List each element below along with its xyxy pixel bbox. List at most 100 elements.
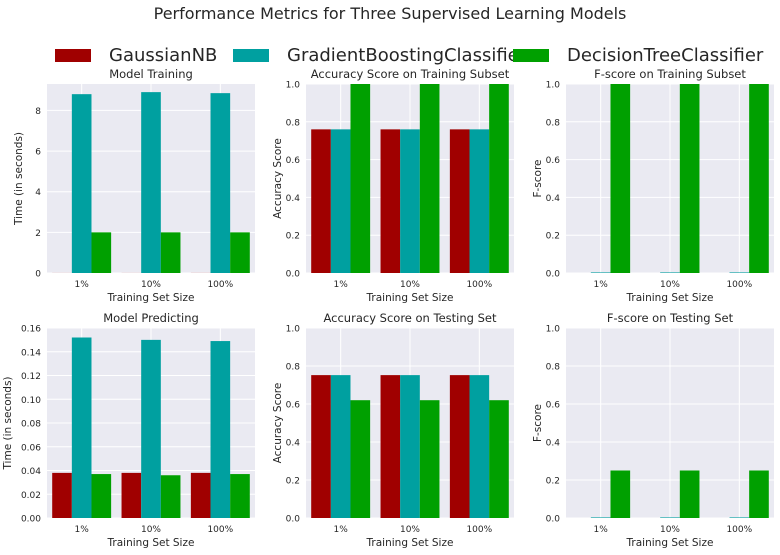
bar-gaussiannb-10 xyxy=(121,472,142,518)
bar-decisiontreeclassifier-1 xyxy=(350,400,371,518)
x-tick-label: 1% xyxy=(594,280,609,290)
y-tick-label: 0.2 xyxy=(286,477,300,487)
x-tick-label: 10% xyxy=(400,280,420,290)
y-tick-label: 2 xyxy=(35,229,41,239)
x-axis-label: Training Set Size xyxy=(366,292,454,304)
bar-gradientboostingclassifier-1 xyxy=(590,517,611,518)
bar-gradientboostingclassifier-10 xyxy=(660,272,680,273)
y-axis-label: Time (in seconds) xyxy=(2,376,14,470)
bar-decisiontreeclassifier-100 xyxy=(489,400,509,518)
x-tick-label: 1% xyxy=(334,280,349,290)
bar-gradientboostingclassifier-1 xyxy=(71,94,92,274)
y-tick-label: 0.0 xyxy=(546,515,561,525)
bar-decisiontreeclassifier-1 xyxy=(91,232,112,273)
bar-gradientboostingclassifier-100 xyxy=(469,375,490,518)
bar-gradientboostingclassifier-1 xyxy=(590,272,611,273)
x-tick-label: 1% xyxy=(594,525,609,535)
x-tick-label: 100% xyxy=(466,525,492,535)
y-tick-label: 0.6 xyxy=(546,156,561,166)
x-tick-label: 10% xyxy=(660,525,680,535)
subplot-title: Accuracy Score on Training Subset xyxy=(311,67,510,81)
y-tick-label: 0.8 xyxy=(286,118,301,128)
y-tick-label: 0.2 xyxy=(546,232,560,242)
x-tick-label: 1% xyxy=(75,525,90,535)
legend-item-gaussiannb: GaussianNB xyxy=(55,40,217,70)
x-tick-label: 100% xyxy=(207,525,233,535)
x-axis-label: Training Set Size xyxy=(366,537,454,549)
y-tick-label: 0.10 xyxy=(21,396,41,406)
bar-gaussiannb-100 xyxy=(449,129,470,273)
y-tick-label: 0.0 xyxy=(286,270,301,280)
x-tick-label: 10% xyxy=(141,280,161,290)
bar-decisiontreeclassifier-100 xyxy=(749,470,769,518)
bar-gradientboostingclassifier-10 xyxy=(141,92,161,274)
y-tick-label: 0.08 xyxy=(21,420,41,430)
y-tick-label: 0.8 xyxy=(286,363,301,373)
y-tick-label: 8 xyxy=(35,107,41,117)
bar-decisiontreeclassifier-10 xyxy=(679,84,700,273)
y-tick-label: 0.4 xyxy=(546,439,561,449)
bar-gradientboostingclassifier-100 xyxy=(729,272,750,273)
y-tick-label: 0.6 xyxy=(546,401,561,411)
y-tick-label: 0.0 xyxy=(286,515,301,525)
x-tick-label: 10% xyxy=(660,280,680,290)
y-tick-label: 0.16 xyxy=(21,325,41,335)
subplot-title: Model Training xyxy=(109,67,193,81)
x-tick-label: 10% xyxy=(141,525,161,535)
y-axis-label: Time (in seconds) xyxy=(13,132,25,226)
bar-gaussiannb-10 xyxy=(380,129,401,273)
y-tick-label: 0.8 xyxy=(546,363,561,373)
figure-title: Performance Metrics for Three Supervised… xyxy=(153,4,627,23)
subplot-model-training: 0 2 4 6 8 1% 10% 100% Model Training Training Set… xyxy=(13,67,255,304)
y-tick-label: 1.0 xyxy=(546,81,561,91)
bar-decisiontreeclassifier-10 xyxy=(160,232,181,273)
y-tick-label: 0.06 xyxy=(21,443,41,453)
subplot-title: Accuracy Score on Testing Set xyxy=(324,311,497,325)
x-tick-label: 1% xyxy=(334,525,349,535)
bar-decisiontreeclassifier-10 xyxy=(419,84,440,273)
subplot-title: F-score on Training Subset xyxy=(594,67,746,81)
y-tick-label: 0.04 xyxy=(21,467,41,477)
legend-swatch-gaussiannb xyxy=(55,48,91,62)
y-tick-label: 1.0 xyxy=(286,81,301,91)
bar-decisiontreeclassifier-1 xyxy=(610,84,631,273)
x-axis-label: Training Set Size xyxy=(107,537,195,549)
y-tick-label: 0.0 xyxy=(546,270,561,280)
y-tick-label: 0.2 xyxy=(286,232,300,242)
y-tick-label: 6 xyxy=(35,148,41,158)
bar-decisiontreeclassifier-100 xyxy=(489,84,509,273)
bar-decisiontreeclassifier-100 xyxy=(230,232,250,273)
y-tick-label: 0.4 xyxy=(546,194,561,204)
bar-decisiontreeclassifier-10 xyxy=(419,400,440,518)
subplot-f-score-on-training-subset: 0.0 0.2 0.4 0.6 0.8 1.0 1% 10% 100% F-score on Tr… xyxy=(532,67,774,304)
bar-gradientboostingclassifier-100 xyxy=(210,341,231,518)
x-axis-label: Training Set Size xyxy=(107,292,195,304)
x-tick-label: 1% xyxy=(75,280,90,290)
y-axis-label: Accuracy Score xyxy=(272,138,284,219)
x-tick-label: 100% xyxy=(466,280,492,290)
legend-label-gradientboosting: GradientBoostingClassifier xyxy=(287,44,527,66)
y-tick-label: 0 xyxy=(35,270,41,280)
y-axis-label: F-score xyxy=(532,404,544,442)
legend-swatch-gradientboosting xyxy=(233,48,269,62)
x-axis-label: Training Set Size xyxy=(626,292,714,304)
bar-gaussiannb-1 xyxy=(311,129,331,273)
y-tick-label: 1.0 xyxy=(286,325,301,335)
legend: GaussianNB GradientBoostingClassifier De… xyxy=(0,40,780,70)
y-tick-label: 0.00 xyxy=(21,515,41,525)
bar-gradientboostingclassifier-1 xyxy=(71,337,92,518)
bar-decisiontreeclassifier-1 xyxy=(610,470,631,518)
bar-gaussiannb-1 xyxy=(311,375,331,518)
x-tick-label: 100% xyxy=(726,280,752,290)
bar-gradientboostingclassifier-10 xyxy=(400,129,420,273)
y-tick-label: 4 xyxy=(35,188,41,198)
subplot-accuracy-score-on-training-subset: 0.0 0.2 0.4 0.6 0.8 1.0 1% 10% 100% Accuracy Scor… xyxy=(272,67,514,304)
subplot-title: F-score on Testing Set xyxy=(607,311,734,325)
bar-gradientboostingclassifier-1 xyxy=(330,375,351,518)
bar-decisiontreeclassifier-10 xyxy=(679,470,700,518)
bar-gaussiannb-1 xyxy=(52,472,72,518)
bar-decisiontreeclassifier-1 xyxy=(91,474,112,518)
bar-gradientboostingclassifier-100 xyxy=(729,517,750,518)
subplot-f-score-on-testing-set: 0.0 0.2 0.4 0.6 0.8 1.0 1% 10% 100% F-score on Te… xyxy=(532,311,774,549)
